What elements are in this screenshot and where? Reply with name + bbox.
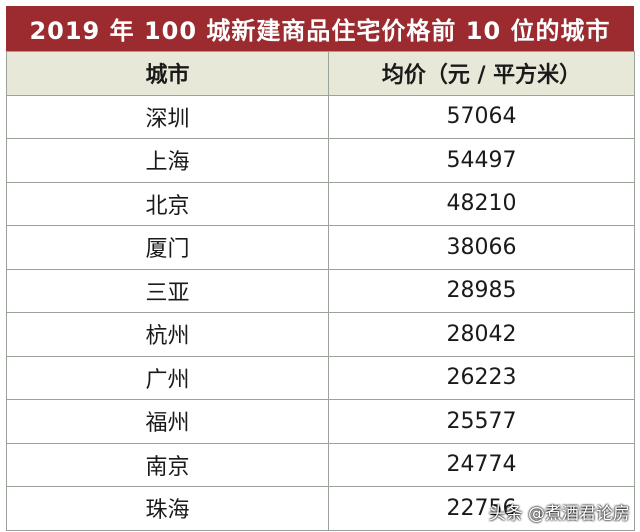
- city-cell: 杭州: [6, 312, 329, 357]
- city-cell: 厦门: [6, 225, 329, 270]
- price-cell: 54497: [328, 138, 635, 183]
- price-cell: 25577: [328, 399, 635, 444]
- watermark: 头条 @煮酒君论房: [489, 499, 630, 524]
- city-cell: 南京: [6, 442, 329, 487]
- city-cell: 三亚: [6, 268, 329, 313]
- price-cell: 28042: [328, 312, 635, 357]
- table-row: 福州 25577: [6, 399, 635, 444]
- price-cell: 38066: [328, 225, 635, 270]
- price-cell: 26223: [328, 355, 635, 400]
- table-row: 广州 26223: [6, 355, 635, 400]
- table-row: 杭州 28042: [6, 312, 635, 357]
- city-cell: 珠海: [6, 486, 329, 531]
- table-row: 南京 24774: [6, 442, 635, 487]
- column-header-city: 城市: [6, 51, 329, 96]
- table-row: 上海 54497: [6, 138, 635, 183]
- table-row: 深圳 57064: [6, 94, 635, 139]
- table-row: 珠海 22756: [6, 486, 635, 531]
- table-row: 三亚 28985: [6, 268, 635, 313]
- city-cell: 广州: [6, 355, 329, 400]
- table-row: 厦门 38066: [6, 225, 635, 270]
- column-header-price: 均价（元 / 平方米）: [328, 51, 635, 96]
- price-cell: 28985: [328, 268, 635, 313]
- table-container: 2019 年 100 城新建商品住宅价格前 10 位的城市 城市 均价（元 / …: [6, 6, 635, 531]
- city-cell: 福州: [6, 399, 329, 444]
- price-cell: 24774: [328, 442, 635, 487]
- price-table: 城市 均价（元 / 平方米） 深圳 57064 上海 54497 北京 48210 厦…: [6, 51, 635, 531]
- table-title: 2019 年 100 城新建商品住宅价格前 10 位的城市: [6, 6, 634, 51]
- city-cell: 上海: [6, 138, 329, 183]
- city-cell: 深圳: [6, 94, 329, 139]
- price-cell: 22756: [328, 486, 635, 531]
- table-row: 北京 48210: [6, 181, 635, 226]
- price-cell: 48210: [328, 181, 635, 226]
- watermark-text: 头条 @煮酒君论房: [488, 504, 630, 524]
- city-cell: 北京: [6, 181, 329, 226]
- price-cell: 57064: [328, 94, 635, 139]
- header-row: 城市 均价（元 / 平方米）: [6, 51, 635, 96]
